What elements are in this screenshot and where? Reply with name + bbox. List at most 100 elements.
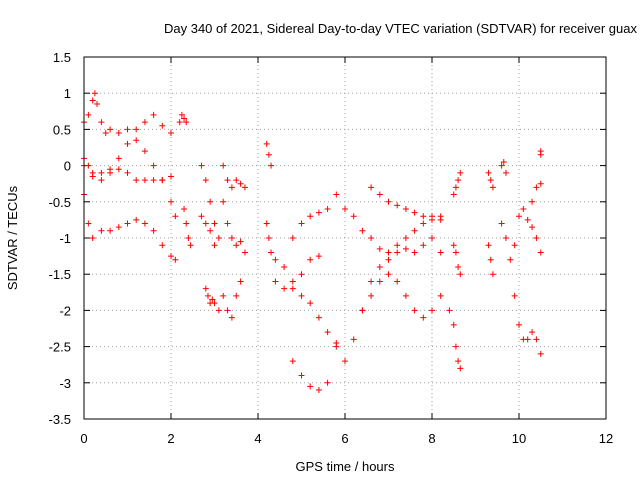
x-axis-label: GPS time / hours: [296, 459, 395, 474]
data-point: [102, 130, 109, 137]
data-point: [237, 180, 244, 187]
data-point: [307, 256, 314, 263]
data-point: [89, 173, 96, 180]
data-point: [141, 119, 148, 126]
data-point: [437, 216, 444, 223]
data-point: [368, 292, 375, 299]
x-tick-label: 4: [254, 431, 261, 446]
grid-lines: [84, 57, 606, 419]
data-point: [450, 242, 457, 249]
data-point: [324, 206, 331, 213]
data-point: [524, 336, 531, 343]
data-point: [98, 177, 105, 184]
y-axis-ticks: -3.5 -3 -2.5 -2 -1.5 -1 -0.5 0 0.5 1 1.5: [49, 50, 606, 427]
data-point: [333, 343, 340, 350]
data-point: [124, 126, 131, 133]
data-point: [394, 249, 401, 256]
data-point: [224, 220, 231, 227]
data-point: [272, 278, 279, 285]
data-point: [385, 256, 392, 263]
data-point: [289, 235, 296, 241]
data-point: [420, 314, 427, 321]
data-point: [529, 198, 536, 205]
data-point: [89, 97, 96, 104]
data-point: [281, 263, 288, 270]
data-point: [289, 285, 296, 292]
data-point: [342, 206, 348, 213]
data-point: [529, 329, 536, 336]
data-point: [489, 184, 496, 191]
y-tick-label: -1: [59, 231, 71, 246]
data-point: [511, 292, 518, 299]
y-tick-label: -2: [59, 303, 71, 318]
data-point: [385, 271, 392, 278]
data-point: [529, 224, 536, 231]
data-point: [181, 115, 188, 122]
series-s1: [81, 90, 174, 137]
data-point: [455, 263, 462, 270]
data-point: [537, 151, 544, 158]
data-point: [237, 238, 244, 245]
data-point: [211, 242, 218, 249]
data-point: [487, 177, 494, 184]
data-point: [315, 253, 322, 260]
data-point: [204, 292, 211, 299]
series-s24: [450, 242, 464, 278]
series-s11: [220, 198, 248, 256]
data-point: [446, 307, 453, 314]
data-point: [487, 256, 494, 263]
data-point: [298, 292, 305, 299]
data-point: [187, 242, 194, 249]
data-point: [376, 191, 383, 198]
data-point: [429, 307, 435, 314]
data-point: [498, 162, 505, 169]
data-point: [452, 249, 459, 256]
y-tick-label: 0: [64, 159, 71, 174]
data-point: [228, 235, 235, 241]
y-tick-label: 1: [64, 86, 71, 101]
data-point: [224, 177, 231, 184]
y-tick-label: 1.5: [53, 50, 71, 65]
data-point: [485, 242, 492, 249]
data-point: [394, 202, 401, 209]
data-point: [91, 90, 98, 97]
data-point: [107, 126, 114, 133]
data-point: [289, 278, 296, 285]
x-tick-label: 6: [341, 431, 348, 446]
data-point: [107, 169, 114, 176]
data-point: [115, 224, 122, 231]
data-point: [124, 220, 131, 227]
data-point: [359, 307, 366, 314]
data-point: [289, 358, 296, 365]
data-point: [457, 271, 464, 278]
series-s22: [359, 271, 453, 321]
data-point: [233, 242, 240, 249]
data-point: [350, 336, 357, 343]
data-point: [268, 162, 275, 169]
data-point: [402, 292, 409, 299]
data-point: [455, 358, 462, 365]
data-point: [420, 220, 427, 227]
data-point: [420, 242, 427, 249]
data-point: [141, 177, 148, 184]
data-point: [315, 209, 322, 216]
data-point: [359, 227, 366, 234]
data-point: [220, 292, 227, 299]
series-s7: [198, 162, 222, 241]
data-point: [516, 213, 522, 220]
data-point: [228, 314, 235, 321]
data-point: [183, 220, 190, 227]
data-point: [507, 256, 514, 263]
data-point: [220, 162, 227, 169]
data-point: [202, 177, 209, 184]
x-tick-label: 8: [428, 431, 435, 446]
data-point: [376, 278, 383, 285]
data-point: [437, 249, 444, 256]
data-point: [537, 249, 544, 256]
data-point: [207, 198, 214, 205]
y-tick-label: -3: [59, 376, 71, 391]
data-point: [429, 235, 435, 241]
data-point: [457, 169, 464, 176]
data-point: [172, 213, 179, 220]
data-point: [342, 358, 348, 365]
